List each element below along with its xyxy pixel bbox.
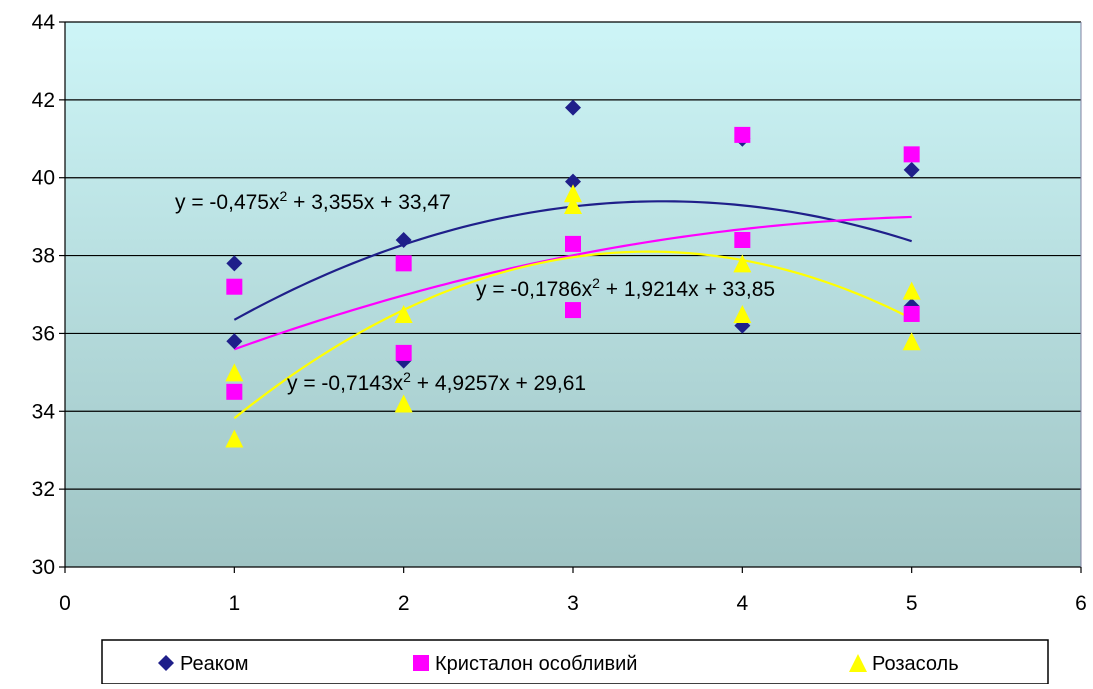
point-series-1 — [226, 278, 243, 295]
x-tick-label: 2 — [398, 592, 410, 615]
point-series-0 — [565, 173, 581, 190]
point-series-2 — [902, 281, 921, 300]
point-series-1 — [903, 305, 920, 322]
legend: Реаком Кристалон особливий Розасоль — [101, 639, 1049, 685]
point-series-0 — [903, 161, 920, 178]
legend-label-series-1: Кристалон особливий — [435, 653, 637, 675]
point-series-2 — [733, 304, 752, 323]
trendline-series-2 — [233, 250, 913, 420]
point-series-2 — [564, 195, 582, 214]
y-tick-label: 32 — [32, 478, 55, 501]
point-series-1 — [734, 232, 751, 248]
equation-series-1: y = -0,1786x2 + 1,9214x + 33,85 — [476, 275, 775, 301]
legend-box — [101, 639, 1049, 685]
point-series-2 — [394, 304, 413, 323]
point-series-2 — [394, 394, 413, 413]
equation-series-0: y = -0,475x2 + 3,355x + 33,47 — [175, 188, 451, 214]
x-tick-label: 1 — [228, 592, 240, 615]
trendline-series-1 — [233, 215, 912, 351]
point-series-1 — [395, 255, 412, 272]
point-series-1 — [903, 146, 920, 163]
x-tick-label: 0 — [59, 592, 71, 615]
legend-label-series-0: Реаком — [180, 653, 249, 675]
legend-marker-series-1 — [413, 655, 429, 671]
y-tick-label: 42 — [32, 89, 55, 112]
point-series-2 — [225, 363, 244, 382]
point-series-2 — [225, 429, 244, 448]
x-tick-label: 5 — [906, 592, 918, 615]
point-series-0 — [226, 255, 243, 272]
data-points — [225, 99, 921, 448]
point-series-0 — [565, 99, 581, 116]
point-series-1 — [226, 383, 243, 400]
point-series-1 — [395, 344, 412, 361]
x-tick-label: 4 — [736, 592, 748, 615]
x-tick-label: 3 — [567, 592, 579, 615]
point-series-2 — [902, 332, 921, 351]
legend-label-series-2: Розасоль — [872, 653, 959, 675]
y-tick-label: 30 — [32, 556, 55, 579]
point-series-2 — [564, 184, 582, 203]
point-series-2 — [733, 254, 752, 273]
point-series-1 — [565, 235, 581, 252]
point-series-0 — [226, 333, 243, 350]
point-series-1 — [565, 302, 581, 319]
legend-marker-series-0 — [158, 655, 174, 671]
y-tick-label: 40 — [32, 167, 55, 190]
y-tick-label: 38 — [32, 245, 55, 268]
y-tick-label: 44 — [32, 11, 56, 34]
equation-series-2: y = -0,7143x2 + 4,9257x + 29,61 — [287, 369, 586, 395]
trendline-equations: y = -0,475x2 + 3,355x + 33,47 y = -0,1786… — [175, 188, 775, 395]
point-series-0 — [395, 232, 412, 248]
y-tick-label: 34 — [32, 400, 56, 423]
legend-marker-series-2 — [849, 654, 867, 672]
y-tick-label: 36 — [32, 322, 55, 345]
point-series-1 — [734, 126, 751, 143]
x-tick-label: 6 — [1075, 592, 1087, 615]
